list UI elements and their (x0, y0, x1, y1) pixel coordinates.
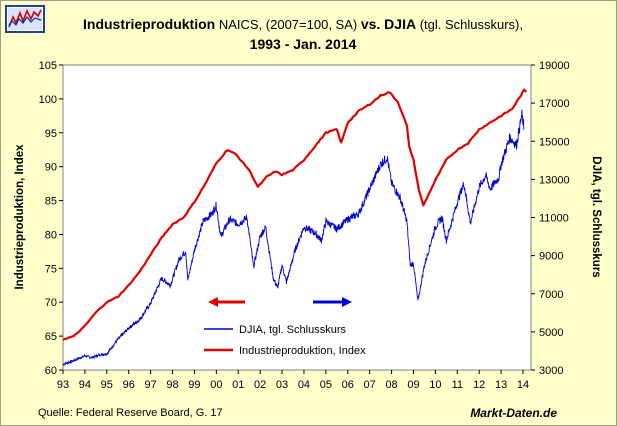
legend-item-djia: DJIA, tgl. Schlusskurs (204, 324, 346, 336)
left-tick-label: 75 (45, 263, 57, 275)
arrow-right-blue (313, 297, 352, 307)
x-tick-label: 10 (429, 379, 441, 391)
x-tick-label: 05 (320, 379, 332, 391)
x-tick-label: 13 (495, 379, 507, 391)
x-tick-label: 99 (188, 379, 200, 391)
title-part-ip: Industrieproduktion (83, 16, 215, 32)
legend-label-ip: Industrieproduktion, Index (239, 345, 366, 357)
left-tick-label: 85 (45, 196, 57, 208)
x-tick-label: 97 (144, 379, 156, 391)
x-tick-label: 11 (452, 379, 463, 391)
source-note: Quelle: Federal Reserve Board, G. 17 (38, 407, 223, 419)
x-tick-label: 12 (473, 379, 485, 391)
left-tick-label: 65 (45, 331, 57, 343)
x-tick-label: 04 (298, 379, 310, 391)
title-part-djia: vs. DJIA (361, 16, 416, 32)
left-axis: 60 65 70 75 80 85 90 95 100 105 (39, 60, 63, 377)
series-line-industrieproduktion (62, 88, 528, 341)
chart-title-line1: Industrieproduktion NAICS, (2007=100, SA… (83, 16, 523, 32)
x-tick-label: 14 (517, 379, 529, 391)
x-tick-label: 09 (407, 379, 419, 391)
x-tick-label: 00 (210, 379, 222, 391)
right-tick-label: 13000 (539, 174, 570, 186)
right-axis: 3000 5000 7000 9000 11000 13000 15000 17000 1900… (531, 60, 570, 377)
legend: DJIA, tgl. Schlusskurs Industrieprodukti… (204, 324, 366, 357)
x-tick-label: 93 (57, 379, 69, 391)
left-tick-label: 95 (45, 128, 57, 140)
right-tick-label: 17000 (539, 98, 570, 110)
right-tick-label: 19000 (539, 60, 570, 72)
left-tick-label: 105 (39, 60, 57, 72)
x-tick-label: 95 (101, 379, 113, 391)
x-axis: 93 94 95 96 97 98 99 00 01 02 03 04 05 06 07 08 09 10 11 12… (57, 370, 529, 391)
right-tick-label: 9000 (539, 251, 563, 263)
x-tick-label: 98 (166, 379, 178, 391)
x-tick-label: 07 (364, 379, 376, 391)
series-layer (62, 88, 528, 367)
chart-title-line2: 1993 - Jan. 2014 (250, 36, 357, 52)
left-tick-label: 70 (45, 297, 57, 309)
arrow-left-red (208, 297, 245, 307)
legend-item-ip: Industrieproduktion, Index (204, 345, 366, 357)
x-tick-label: 96 (123, 379, 135, 391)
left-tick-label: 80 (45, 229, 57, 241)
x-tick-label: 06 (342, 379, 354, 391)
right-axis-label: DJIA, tgl. Schlusskurs (590, 156, 602, 277)
title-part-naics: NAICS, (2007=100, SA) (215, 17, 361, 32)
left-tick-label: 90 (45, 162, 57, 174)
x-tick-label: 94 (79, 379, 91, 391)
chart-logo-icon (5, 5, 45, 33)
brand-label: Markt-Daten.de (470, 406, 557, 420)
title-part-close: (tgl. Schlusskurs), (416, 17, 523, 32)
x-tick-label: 08 (385, 379, 397, 391)
x-tick-label: 02 (254, 379, 266, 391)
right-tick-label: 7000 (539, 289, 563, 301)
right-tick-label: 3000 (539, 365, 563, 377)
right-tick-label: 15000 (539, 136, 570, 148)
series-line-djia (62, 109, 525, 367)
x-tick-label: 03 (276, 379, 288, 391)
left-tick-label: 60 (45, 365, 57, 377)
legend-label-djia: DJIA, tgl. Schlusskurs (239, 324, 346, 336)
x-tick-label: 01 (232, 379, 244, 391)
right-tick-label: 11000 (539, 213, 569, 225)
left-tick-label: 100 (39, 94, 57, 106)
left-axis-label: Industrieproduktion, Index (14, 144, 26, 290)
right-tick-label: 5000 (539, 327, 563, 339)
